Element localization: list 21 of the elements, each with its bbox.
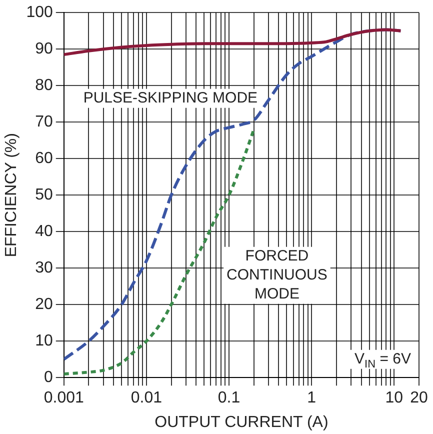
x-tick-label: 0.001 <box>44 390 84 407</box>
y-tick-label: 70 <box>35 114 53 131</box>
x-tick-label: 1 <box>307 390 316 407</box>
y-tick-label: 0 <box>44 369 53 386</box>
annotation: PULSE-SKIPPING MODE <box>83 90 258 107</box>
x-tick-label: 20 <box>410 390 428 407</box>
annotation: FORCED CONTINUOUS MODE <box>226 248 328 303</box>
x-tick-label: 0.1 <box>218 390 240 407</box>
y-tick-label: 50 <box>35 186 53 204</box>
y-tick-label: 40 <box>35 223 53 240</box>
x-tick-label: 10 <box>385 390 404 407</box>
y-tick-label: 90 <box>35 40 53 58</box>
x-tick-label: 0.01 <box>130 390 162 407</box>
y-tick-label: 80 <box>35 77 53 94</box>
y-tick-label: 100 <box>26 4 53 22</box>
y-tick-label: 10 <box>35 332 53 350</box>
y-tick-label: 30 <box>35 260 53 277</box>
y-axis-title: EFFICIENCY (%) <box>3 133 20 258</box>
y-tick-label: 20 <box>35 296 53 314</box>
x-axis-title: OUTPUT CURRENT (A) <box>154 414 328 431</box>
y-tick-label: 60 <box>35 150 53 168</box>
